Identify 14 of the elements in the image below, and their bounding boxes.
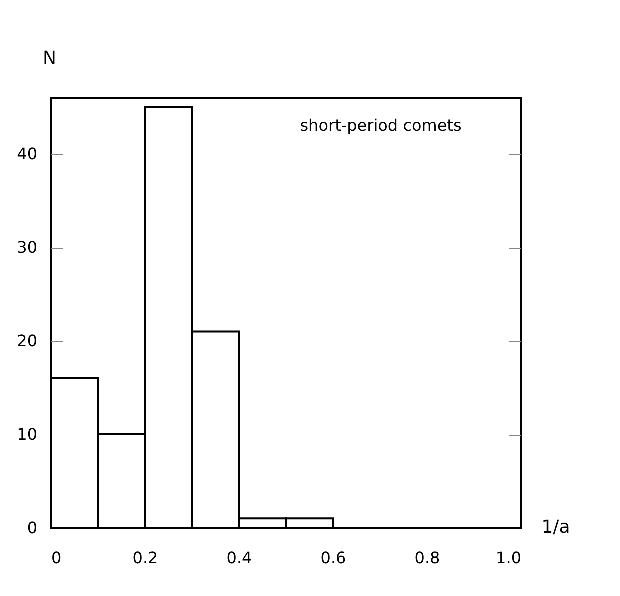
y-tick-label: 40 (17, 144, 38, 164)
y-tick-label: 20 (17, 332, 38, 351)
x-axis-title: 1/a (542, 517, 570, 538)
x-tick-label: 1.0 (496, 548, 522, 568)
x-tick-label: 0.6 (320, 548, 346, 568)
y-tick-label: 0 (27, 518, 38, 538)
x-tick-label: 0.4 (226, 548, 252, 568)
y-tick-label: 10 (17, 425, 38, 444)
y-tick-label: 30 (17, 238, 38, 258)
y-axis-title: N (43, 48, 56, 69)
x-tick-label: 0.2 (132, 548, 158, 568)
x-tick-label: 0 (52, 548, 62, 568)
annotation: short-period comets (300, 116, 462, 135)
x-tick-label: 0.8 (414, 548, 440, 568)
